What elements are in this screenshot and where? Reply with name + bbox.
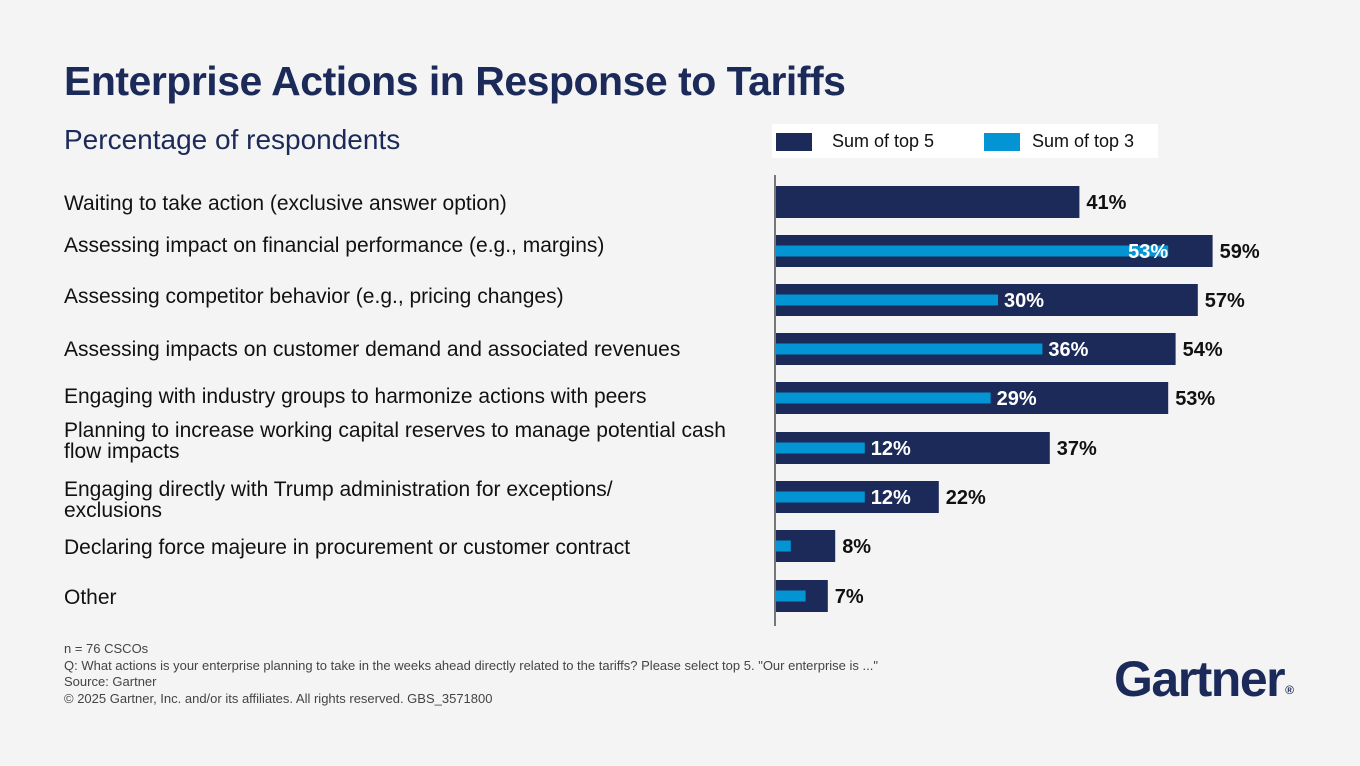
category-label: Waiting to take action (exclusive answer…	[64, 192, 507, 215]
legend-swatch-top3	[984, 133, 1020, 151]
data-label-top3: 36%	[1048, 339, 1088, 361]
bar-top3	[776, 392, 991, 404]
data-label-top5: 54%	[1183, 339, 1223, 361]
bar-top3	[776, 245, 1169, 257]
footnote-sample: n = 76 CSCOs	[64, 641, 149, 656]
legend-label-top5: Sum of top 5	[832, 131, 935, 151]
bar-top5	[776, 186, 1080, 218]
bar-top3	[776, 590, 806, 602]
footnote-copyright: © 2025 Gartner, Inc. and/or its affiliat…	[64, 690, 493, 706]
bar-top3	[776, 491, 865, 503]
data-label-top5: 22%	[946, 487, 986, 509]
chart-title: Enterprise Actions in Response to Tariff…	[64, 58, 846, 104]
category-label: Planning to increase working capital res…	[64, 419, 726, 463]
category-label: Engaging with industry groups to harmoni…	[64, 385, 647, 408]
bar-top3	[776, 540, 791, 552]
data-label-top3: 53%	[1128, 241, 1168, 263]
bar-top3	[776, 294, 998, 306]
data-label-top5: 53%	[1175, 388, 1215, 410]
footnotes: n = 76 CSCOs Q: What actions is your ent…	[64, 641, 878, 707]
category-label: Other	[64, 586, 117, 609]
data-label-top3: 29%	[997, 388, 1037, 410]
chart-legend: Sum of top 5 Sum of top 3	[772, 124, 1158, 158]
data-label-top5: 59%	[1220, 241, 1260, 263]
category-label: Assessing impact on financial performanc…	[64, 234, 605, 257]
bar-top3	[776, 442, 865, 454]
data-label-top5: 37%	[1057, 438, 1097, 460]
data-label-top5: 7%	[835, 586, 864, 608]
legend-swatch-top5	[776, 133, 812, 151]
category-label: Assessing impacts on customer demand and…	[64, 338, 681, 361]
data-label-top5: 8%	[842, 536, 871, 558]
category-label: Engaging directly with Trump administrat…	[64, 478, 613, 522]
category-label: Declaring force majeure in procurement o…	[64, 536, 631, 559]
chart-subtitle: Percentage of respondents	[64, 124, 401, 155]
logo-text: Gartner	[1114, 651, 1286, 707]
logo-registered-mark: ®	[1285, 683, 1294, 697]
data-label-top5: 41%	[1086, 192, 1126, 214]
data-label-top5: 57%	[1205, 290, 1245, 312]
footnote-question: Q: What actions is your enterprise plann…	[64, 657, 878, 673]
bar-top3	[776, 343, 1043, 355]
data-label-top3: 12%	[871, 438, 911, 460]
data-label-top3: 12%	[871, 487, 911, 509]
legend-label-top3: Sum of top 3	[1032, 131, 1135, 151]
gartner-logo: Gartner®	[1114, 650, 1294, 708]
footnote-source: Source: Gartner	[64, 674, 157, 689]
category-label: Assessing competitor behavior (e.g., pri…	[64, 285, 564, 308]
data-label-top3: 30%	[1004, 290, 1044, 312]
